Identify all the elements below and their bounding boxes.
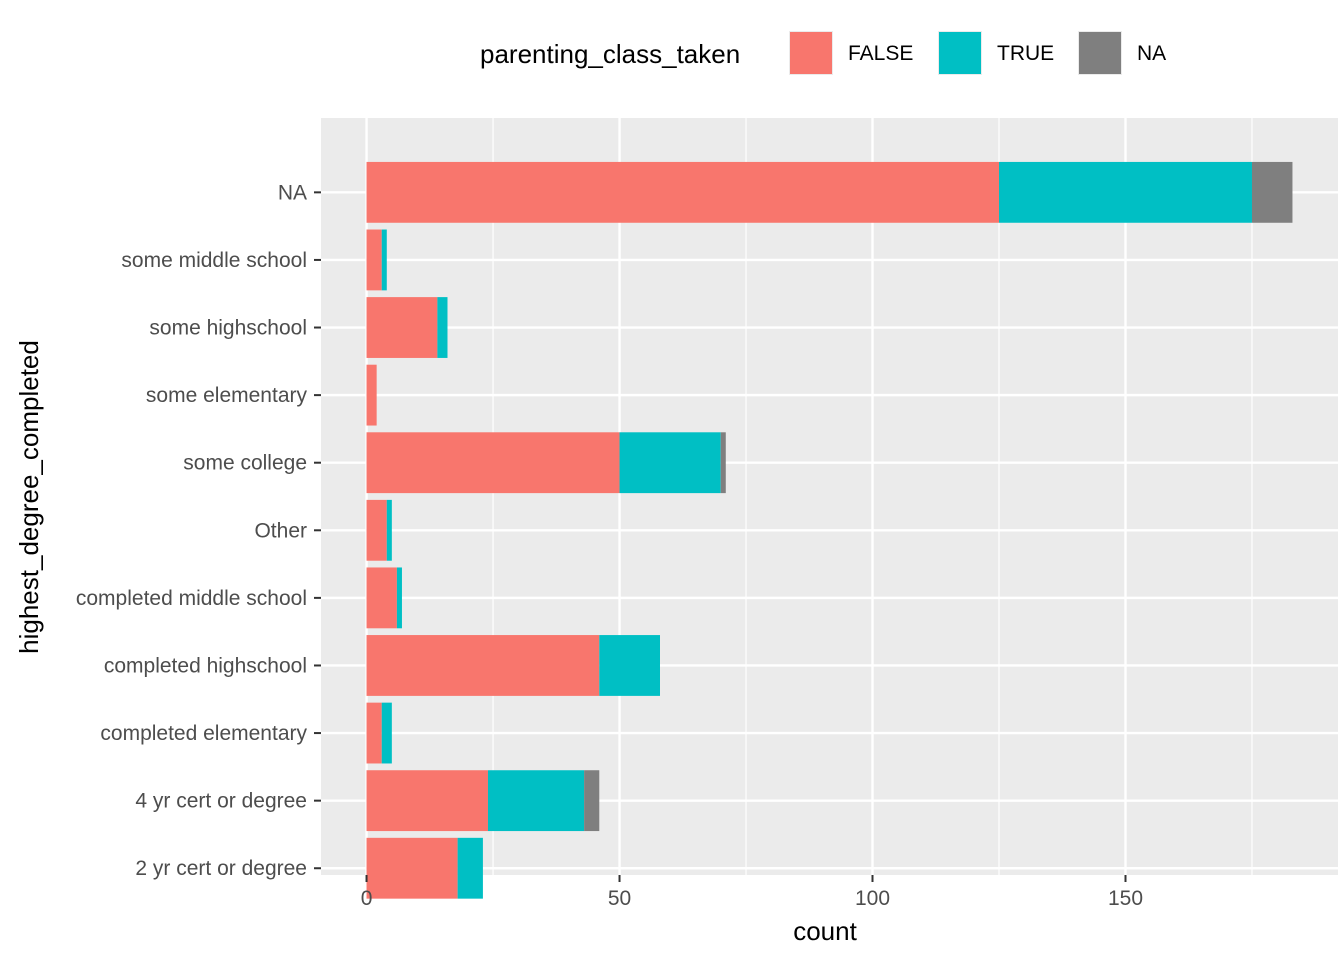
y-tick-label: 2 yr cert or degree xyxy=(135,857,307,880)
y-tick-label: completed highschool xyxy=(104,654,307,677)
bar-segment xyxy=(437,297,448,358)
bar-segment xyxy=(396,567,402,629)
x-tick-label: 100 xyxy=(855,887,890,910)
bar-segment xyxy=(999,161,1252,223)
bar-segment xyxy=(381,702,392,764)
bar-segment xyxy=(599,635,660,696)
y-axis: NA some middle school some highschool some … xyxy=(76,181,321,880)
bar-segment xyxy=(366,837,458,899)
bar-segment xyxy=(366,770,488,832)
bars xyxy=(366,161,1293,899)
legend-title: parenting_class_taken xyxy=(480,39,740,69)
legend-label: NA xyxy=(1137,42,1166,65)
bar-segment xyxy=(381,229,387,291)
x-axis: 0 50 100 150 xyxy=(361,875,1143,910)
plot-panel xyxy=(321,118,1338,875)
legend-swatch xyxy=(1079,32,1121,74)
y-tick-label: some highschool xyxy=(149,317,307,340)
y-tick-label: Other xyxy=(254,519,307,542)
bar-segment xyxy=(584,770,600,832)
bar-segment xyxy=(386,499,392,561)
y-tick-label: 4 yr cert or degree xyxy=(135,790,307,813)
y-tick-label: completed middle school xyxy=(76,587,307,610)
x-tick-label: 150 xyxy=(1108,887,1143,910)
bar-segment xyxy=(366,702,382,764)
y-tick-label: some middle school xyxy=(121,249,307,272)
y-tick-label: some college xyxy=(183,452,307,475)
bar-segment xyxy=(366,432,620,494)
bar-segment xyxy=(366,635,600,696)
x-axis-title: count xyxy=(793,916,857,946)
bar-segment xyxy=(366,499,387,561)
y-tick-label: some elementary xyxy=(146,384,308,407)
x-tick-label: 0 xyxy=(361,887,373,910)
bar-segment xyxy=(366,567,397,629)
bar-segment xyxy=(1251,161,1293,223)
y-axis-title: highest_degree_completed xyxy=(14,340,44,654)
legend: parenting_class_taken FALSE TRUE NA xyxy=(480,31,1166,75)
legend-swatch xyxy=(939,32,981,74)
y-tick-label: completed elementary xyxy=(100,722,307,745)
bar-segment xyxy=(487,770,585,832)
bar-segment xyxy=(366,229,382,291)
x-tick-label: 50 xyxy=(608,887,631,910)
bar-segment xyxy=(720,432,726,494)
bar-segment xyxy=(366,364,377,426)
y-tick-label: NA xyxy=(278,181,307,204)
legend-label: TRUE xyxy=(997,42,1054,65)
legend-swatch xyxy=(790,32,832,74)
legend-label: FALSE xyxy=(848,42,913,65)
bar-segment xyxy=(366,297,438,358)
bar-segment xyxy=(619,432,721,494)
bar-segment xyxy=(457,837,483,899)
bar-segment xyxy=(366,161,999,223)
